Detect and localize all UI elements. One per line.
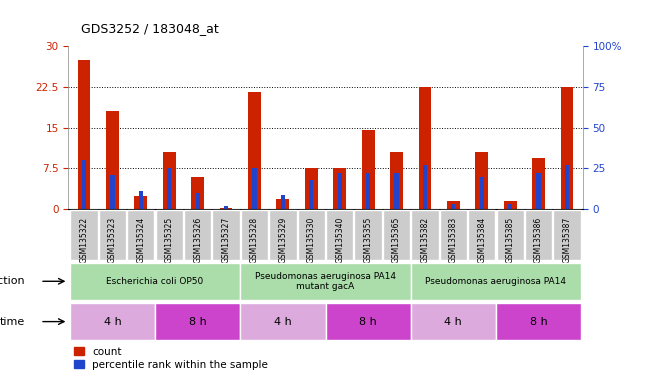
Text: Pseudomonas aeruginosa PA14: Pseudomonas aeruginosa PA14: [426, 277, 566, 286]
FancyBboxPatch shape: [270, 210, 296, 260]
Bar: [277, 200, 289, 209]
Bar: [475, 152, 488, 209]
Bar: [195, 193, 200, 209]
FancyBboxPatch shape: [439, 210, 467, 260]
Text: 4 h: 4 h: [445, 316, 462, 327]
Bar: [536, 174, 541, 209]
Text: GSM135329: GSM135329: [279, 217, 287, 263]
FancyBboxPatch shape: [383, 210, 410, 260]
Bar: [167, 169, 171, 209]
Bar: [163, 152, 176, 209]
Bar: [533, 157, 545, 209]
FancyBboxPatch shape: [155, 303, 240, 340]
Bar: [309, 180, 313, 209]
Bar: [480, 177, 484, 209]
Bar: [110, 175, 115, 209]
Text: GSM135324: GSM135324: [136, 217, 145, 263]
Bar: [504, 201, 517, 209]
Text: GSM135384: GSM135384: [477, 217, 486, 263]
Bar: [82, 161, 86, 209]
Bar: [362, 131, 374, 209]
Bar: [422, 165, 427, 209]
Text: 4 h: 4 h: [274, 316, 292, 327]
Text: GSM135385: GSM135385: [506, 217, 515, 263]
FancyBboxPatch shape: [127, 210, 154, 260]
Text: GSM135326: GSM135326: [193, 217, 202, 263]
Bar: [106, 111, 118, 209]
Text: GSM135323: GSM135323: [108, 217, 117, 263]
Bar: [390, 152, 403, 209]
Bar: [253, 169, 256, 209]
Bar: [447, 201, 460, 209]
Bar: [281, 195, 285, 209]
FancyBboxPatch shape: [326, 210, 353, 260]
Bar: [451, 204, 456, 209]
Text: GSM135322: GSM135322: [79, 217, 89, 263]
Bar: [305, 169, 318, 209]
FancyBboxPatch shape: [240, 303, 326, 340]
Bar: [77, 60, 90, 209]
Bar: [191, 177, 204, 209]
Text: GSM135387: GSM135387: [562, 217, 572, 263]
Text: GSM135383: GSM135383: [449, 217, 458, 263]
FancyBboxPatch shape: [184, 210, 212, 260]
FancyBboxPatch shape: [70, 303, 155, 340]
FancyBboxPatch shape: [553, 210, 581, 260]
Bar: [333, 169, 346, 209]
Text: GSM135382: GSM135382: [421, 217, 430, 263]
Text: 8 h: 8 h: [359, 316, 377, 327]
Bar: [139, 191, 143, 209]
FancyBboxPatch shape: [468, 210, 495, 260]
Bar: [338, 174, 342, 209]
FancyBboxPatch shape: [411, 303, 496, 340]
Text: GDS3252 / 183048_at: GDS3252 / 183048_at: [81, 22, 219, 35]
FancyBboxPatch shape: [70, 210, 98, 260]
Text: GSM135327: GSM135327: [221, 217, 230, 263]
Text: GSM135340: GSM135340: [335, 217, 344, 263]
Text: 4 h: 4 h: [104, 316, 121, 327]
FancyBboxPatch shape: [240, 263, 411, 300]
Text: GSM135386: GSM135386: [534, 217, 543, 263]
Text: GSM135355: GSM135355: [364, 217, 372, 263]
Bar: [419, 87, 432, 209]
Bar: [248, 92, 261, 209]
Bar: [395, 174, 398, 209]
FancyBboxPatch shape: [298, 210, 325, 260]
FancyBboxPatch shape: [525, 210, 552, 260]
Text: GSM135365: GSM135365: [392, 217, 401, 263]
Text: Escherichia coli OP50: Escherichia coli OP50: [106, 277, 204, 286]
Text: 8 h: 8 h: [189, 316, 206, 327]
FancyBboxPatch shape: [156, 210, 183, 260]
Text: 8 h: 8 h: [530, 316, 547, 327]
FancyBboxPatch shape: [411, 263, 581, 300]
FancyBboxPatch shape: [496, 303, 581, 340]
Bar: [219, 208, 232, 209]
Text: Pseudomonas aeruginosa PA14
mutant gacA: Pseudomonas aeruginosa PA14 mutant gacA: [255, 271, 396, 291]
Bar: [561, 87, 574, 209]
FancyBboxPatch shape: [70, 263, 240, 300]
FancyBboxPatch shape: [326, 303, 411, 340]
FancyBboxPatch shape: [355, 210, 381, 260]
Bar: [565, 165, 569, 209]
Bar: [134, 196, 147, 209]
Bar: [508, 204, 512, 209]
Text: GSM135330: GSM135330: [307, 217, 316, 263]
FancyBboxPatch shape: [99, 210, 126, 260]
FancyBboxPatch shape: [212, 210, 240, 260]
FancyBboxPatch shape: [411, 210, 439, 260]
FancyBboxPatch shape: [497, 210, 524, 260]
Bar: [224, 206, 229, 209]
Legend: count, percentile rank within the sample: count, percentile rank within the sample: [74, 347, 268, 370]
Bar: [366, 174, 370, 209]
Text: GSM135325: GSM135325: [165, 217, 174, 263]
Text: GSM135328: GSM135328: [250, 217, 259, 263]
Text: infection: infection: [0, 276, 25, 286]
Text: time: time: [0, 316, 25, 327]
FancyBboxPatch shape: [241, 210, 268, 260]
